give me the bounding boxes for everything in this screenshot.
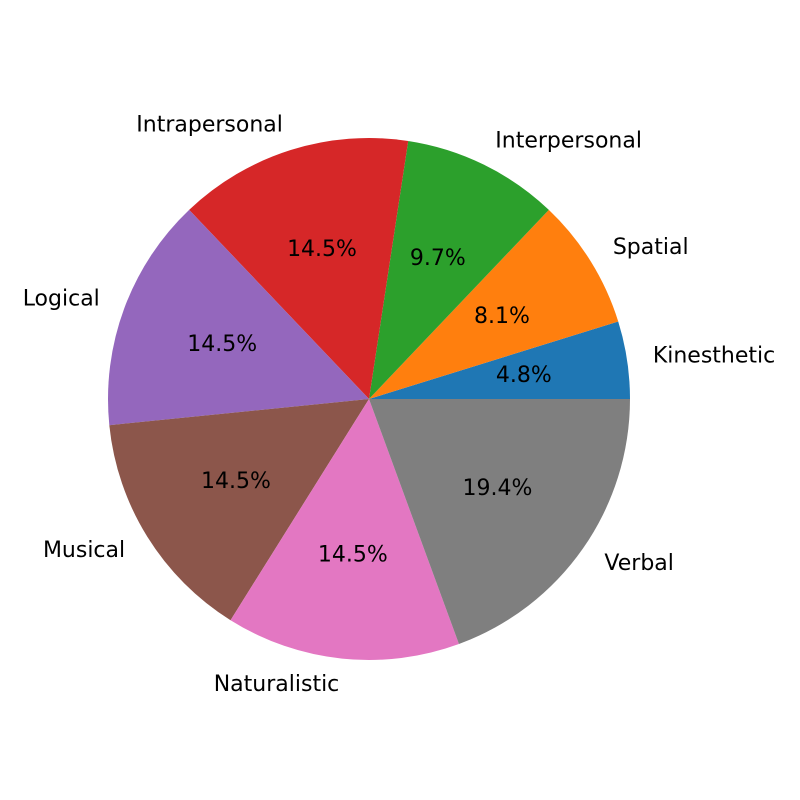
percent-label-verbal: 19.4% xyxy=(462,476,532,501)
pie-slice-interpersonal xyxy=(369,140,549,399)
pie-slice-spatial xyxy=(369,209,619,399)
slice-label-verbal: Verbal xyxy=(604,551,673,576)
percent-label-naturalistic: 14.5% xyxy=(318,542,388,567)
pie-slice-verbal xyxy=(369,399,630,645)
slice-label-kinesthetic: Kinesthetic xyxy=(653,343,775,368)
pie-slice-musical xyxy=(109,399,369,621)
percent-label-logical: 14.5% xyxy=(187,332,257,357)
slice-label-naturalistic: Naturalistic xyxy=(214,672,340,697)
slice-label-musical: Musical xyxy=(43,538,125,563)
pie-slices xyxy=(108,137,631,660)
percent-label-kinesthetic: 4.8% xyxy=(496,363,552,388)
percent-label-musical: 14.5% xyxy=(201,469,271,494)
percent-labels: 4.8% 8.1% 9.7% 14.5% 14.5% 14.5% 14.5% 19.4% xyxy=(187,237,552,567)
slice-labels: Kinesthetic Spatial Interpersonal Intrapers… xyxy=(23,113,776,697)
percent-label-spatial: 8.1% xyxy=(474,304,530,329)
percent-label-interpersonal: 9.7% xyxy=(410,246,466,271)
pie-slice-kinesthetic xyxy=(369,321,631,399)
slice-label-spatial: Spatial xyxy=(613,235,689,260)
slice-label-intrapersonal: Intrapersonal xyxy=(136,113,283,138)
pie-slice-intrapersonal xyxy=(189,137,409,399)
percent-label-intrapersonal: 14.5% xyxy=(287,237,357,262)
pie-slice-naturalistic xyxy=(230,399,459,660)
slice-label-logical: Logical xyxy=(23,287,100,312)
pie-slice-logical xyxy=(108,209,370,426)
slice-label-interpersonal: Interpersonal xyxy=(495,129,642,154)
